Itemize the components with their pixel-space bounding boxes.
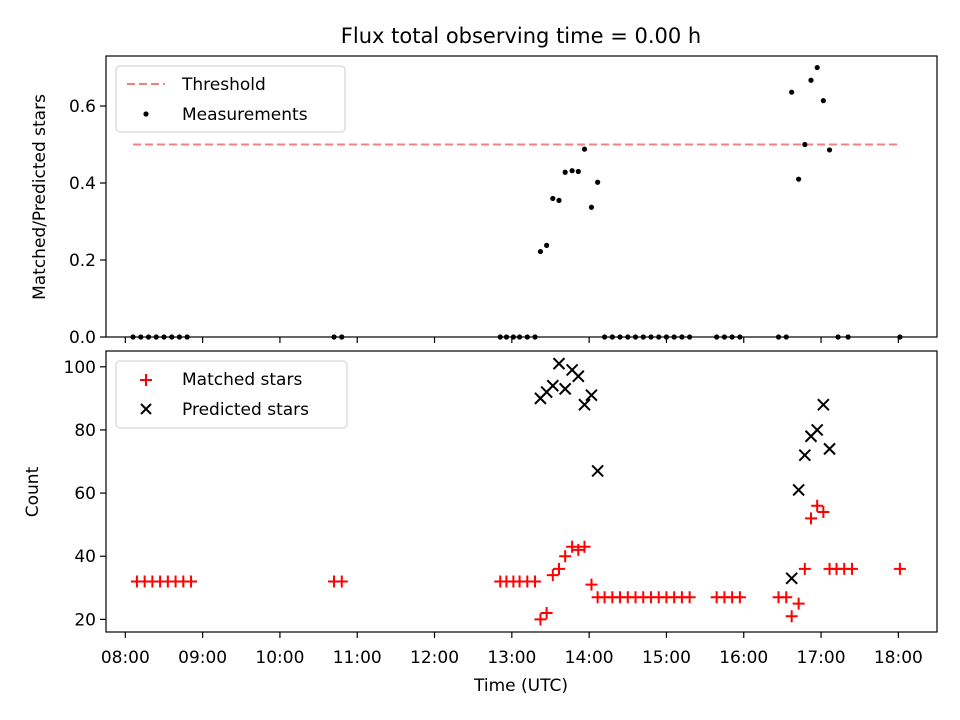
bottom-legend: Matched stars Predicted stars (115, 360, 348, 429)
legend-predicted-label: Predicted stars (182, 400, 309, 420)
matched-star-point (578, 540, 591, 553)
matched-star-point (792, 597, 805, 610)
predicted-star-point (546, 379, 560, 392)
top-axes-frame (105, 55, 938, 338)
bottom-y-tick-label: 100 (64, 358, 96, 378)
measurement-point (556, 197, 562, 203)
bottom-axes-frame (105, 350, 938, 633)
predicted-star-point (792, 483, 805, 497)
matched-star-point (785, 610, 798, 623)
bottom-y-tick-label: 20 (74, 610, 96, 630)
predicted-star-point (798, 448, 812, 462)
x-tick-label: 10:00 (255, 648, 304, 668)
matched-star-point (552, 562, 565, 575)
x-tick-label: 16:00 (719, 648, 768, 668)
top-y-tick-label: 0.0 (69, 328, 96, 348)
matched-star-point (529, 575, 542, 588)
measurement-point (575, 168, 581, 175)
x-tick-label: 15:00 (642, 648, 691, 668)
x-tick-label: 08:00 (101, 648, 150, 668)
bottom-y-tick-label: 40 (74, 547, 96, 567)
legend-predicted-swatch (140, 403, 152, 415)
matched-star-point (540, 607, 553, 620)
top-y-tick-label: 0.4 (69, 174, 96, 194)
measurement-point (826, 147, 833, 153)
legend-measurements-label: Measurements (182, 105, 308, 125)
legend-matched-label: Matched stars (182, 370, 302, 390)
bottom-panel: 20 40 60 80 100 Count Matched stars Predicte… (23, 350, 938, 633)
measurement-point (581, 146, 588, 152)
predicted-star-point (810, 423, 824, 437)
matched-star-point (798, 562, 811, 575)
x-tick-label: 13:00 (487, 648, 536, 668)
predicted-star-point (585, 388, 598, 402)
measurement-point (814, 64, 820, 71)
top-y-tick-label: 0.2 (69, 251, 96, 271)
matched-star-point (780, 591, 793, 604)
measurement-point (550, 195, 556, 202)
measurement-point (544, 242, 550, 248)
legend-measurements-swatch (143, 111, 149, 117)
measurement-point (802, 141, 808, 148)
matched-star-point (566, 540, 579, 553)
predicted-star-point (817, 398, 830, 411)
matched-star-point (817, 506, 830, 519)
matched-star-point (845, 562, 858, 575)
matched-star-point (185, 575, 198, 588)
predicted-star-point (578, 398, 591, 411)
bottom-y-axis-label: Count (23, 466, 43, 517)
predicted-star-point (558, 382, 572, 396)
top-y-ticks: 0.0 0.2 0.4 0.6 (69, 97, 106, 348)
matched-star-point (811, 499, 824, 512)
bottom-y-ticks: 20 40 60 80 100 (64, 358, 106, 630)
x-axis-label: Time (UTC) (473, 676, 568, 696)
predicted-star-point (785, 572, 798, 585)
measurement-point (796, 176, 802, 182)
matched-star-point (733, 591, 746, 604)
bottom-y-tick-label: 60 (74, 484, 96, 504)
x-tick-label: 17:00 (797, 648, 846, 668)
measurement-point (808, 77, 814, 83)
measurement-point (820, 98, 826, 104)
x-axis: 08:00 09:00 10:00 11:00 12:00 13:00 14:00 15:00… (101, 337, 923, 668)
x-tick-label: 11:00 (333, 648, 382, 668)
measurement-point (562, 169, 568, 175)
top-y-axis-label: Matched/Predicted stars (30, 94, 50, 300)
predicted-star-point (823, 442, 836, 456)
x-tick-label: 14:00 (565, 648, 614, 668)
top-legend: Threshold Measurements (115, 65, 346, 133)
top-panel: 0.0 0.2 0.4 0.6 Matched/Predicted stars Thr… (30, 55, 938, 348)
measurement-point (789, 89, 795, 95)
matched-star-point (335, 575, 348, 588)
matched-star-point (572, 543, 585, 556)
measurement-point (569, 168, 575, 174)
measurement-point (537, 248, 544, 255)
measurement-point (595, 179, 601, 185)
matched-star-point (559, 550, 572, 563)
predicted-star-point (591, 464, 604, 478)
bottom-plot-area (130, 357, 906, 626)
matched-star-point (804, 512, 817, 525)
measurement-point (588, 204, 595, 210)
top-legend-box (115, 65, 346, 133)
matched-star-point (546, 569, 559, 582)
x-tick-label: 18:00 (874, 648, 923, 668)
predicted-star-point (572, 370, 585, 383)
x-tick-label: 12:00 (410, 648, 459, 668)
legend-matched-swatch (140, 374, 152, 386)
matched-star-point (893, 562, 906, 575)
top-y-tick-label: 0.6 (69, 97, 96, 117)
chart-title: Flux total observing time = 0.00 h (341, 24, 701, 48)
predicted-star-point (552, 357, 566, 370)
x-tick-label: 09:00 (178, 648, 227, 668)
bottom-y-tick-label: 80 (74, 421, 96, 441)
legend-threshold-label: Threshold (181, 75, 266, 95)
matched-star-point (534, 613, 547, 626)
matched-star-point (585, 578, 598, 591)
bottom-legend-box (115, 360, 348, 429)
top-plot-area (130, 64, 903, 340)
matched-star-point (683, 591, 696, 604)
